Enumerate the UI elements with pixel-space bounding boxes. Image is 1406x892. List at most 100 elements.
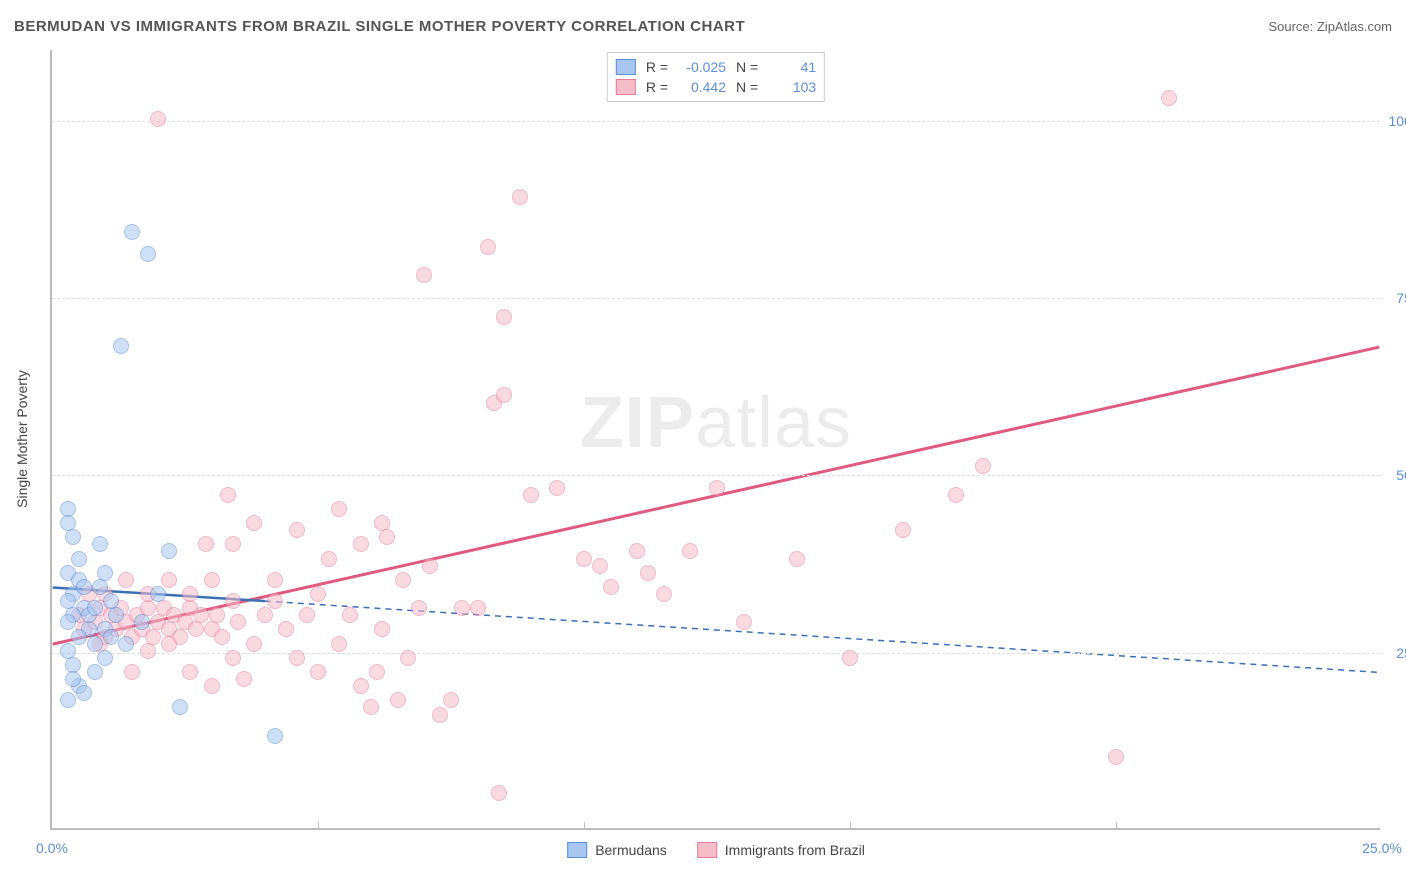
data-point <box>390 692 406 708</box>
data-point <box>603 579 619 595</box>
data-point <box>640 565 656 581</box>
data-point <box>124 224 140 240</box>
data-point <box>198 536 214 552</box>
data-point <box>220 487 236 503</box>
data-point <box>379 529 395 545</box>
data-point <box>523 487 539 503</box>
data-point <box>124 664 140 680</box>
data-point <box>842 650 858 666</box>
data-point <box>150 586 166 602</box>
data-point <box>496 387 512 403</box>
data-point <box>65 529 81 545</box>
data-point <box>161 636 177 652</box>
data-point <box>140 246 156 262</box>
data-point <box>140 643 156 659</box>
stats-row-bermudans: R = -0.025 N = 41 <box>616 57 816 77</box>
data-point <box>225 536 241 552</box>
data-point <box>353 536 369 552</box>
data-point <box>353 678 369 694</box>
data-point <box>975 458 991 474</box>
gridline-h <box>52 298 1380 299</box>
data-point <box>374 621 390 637</box>
data-point <box>60 692 76 708</box>
source-attribution: Source: ZipAtlas.com <box>1268 19 1392 34</box>
data-point <box>87 664 103 680</box>
data-point <box>161 543 177 559</box>
data-point <box>161 572 177 588</box>
gridline-v <box>1116 822 1117 830</box>
data-point <box>172 699 188 715</box>
data-point <box>193 607 209 623</box>
gridline-h <box>52 653 1380 654</box>
bottom-legend: Bermudans Immigrants from Brazil <box>567 842 865 858</box>
data-point <box>214 629 230 645</box>
data-point <box>225 650 241 666</box>
r-label: R = <box>646 79 668 95</box>
xtick-label: 25.0% <box>1362 840 1402 856</box>
swatch-bermudans <box>616 59 636 75</box>
stats-legend: R = -0.025 N = 41 R = 0.442 N = 103 <box>607 52 825 102</box>
data-point <box>236 671 252 687</box>
n-value-brazil: 103 <box>768 79 816 95</box>
watermark: ZIPatlas <box>580 382 852 464</box>
data-point <box>182 586 198 602</box>
ytick-label: 50.0% <box>1386 467 1406 483</box>
data-point <box>71 551 87 567</box>
ytick-label: 100.0% <box>1386 113 1406 129</box>
data-point <box>150 111 166 127</box>
data-point <box>331 501 347 517</box>
data-point <box>267 728 283 744</box>
data-point <box>209 607 225 623</box>
legend-label-brazil: Immigrants from Brazil <box>725 842 865 858</box>
data-point <box>948 487 964 503</box>
data-point <box>299 607 315 623</box>
legend-item-bermudans: Bermudans <box>567 842 667 858</box>
data-point <box>87 636 103 652</box>
data-point <box>374 515 390 531</box>
data-point <box>103 629 119 645</box>
y-axis-label: Single Mother Poverty <box>14 370 30 508</box>
swatch-bermudans <box>567 842 587 858</box>
data-point <box>289 650 305 666</box>
data-point <box>278 621 294 637</box>
data-point <box>1161 90 1177 106</box>
data-point <box>257 607 273 623</box>
data-point <box>709 480 725 496</box>
r-value-brazil: 0.442 <box>678 79 726 95</box>
data-point <box>113 338 129 354</box>
data-point <box>76 579 92 595</box>
data-point <box>576 551 592 567</box>
data-point <box>60 614 76 630</box>
data-point <box>682 543 698 559</box>
chart-title: BERMUDAN VS IMMIGRANTS FROM BRAZIL SINGL… <box>14 18 745 35</box>
n-label: N = <box>736 79 758 95</box>
data-point <box>182 664 198 680</box>
data-point <box>363 699 379 715</box>
gridline-v <box>584 822 585 830</box>
data-point <box>230 614 246 630</box>
legend-label-bermudans: Bermudans <box>595 842 667 858</box>
data-point <box>331 636 347 652</box>
data-point <box>267 572 283 588</box>
n-label: N = <box>736 59 758 75</box>
data-point <box>289 522 305 538</box>
gridline-h <box>52 121 1380 122</box>
gridline-v <box>318 822 319 830</box>
data-point <box>65 671 81 687</box>
data-point <box>92 536 108 552</box>
data-point <box>1108 749 1124 765</box>
legend-item-brazil: Immigrants from Brazil <box>697 842 865 858</box>
swatch-brazil <box>697 842 717 858</box>
data-point <box>422 558 438 574</box>
data-point <box>470 600 486 616</box>
r-label: R = <box>646 59 668 75</box>
data-point <box>97 565 113 581</box>
data-point <box>491 785 507 801</box>
data-point <box>342 607 358 623</box>
xtick-label: 0.0% <box>36 840 68 856</box>
data-point <box>76 685 92 701</box>
data-point <box>400 650 416 666</box>
data-point <box>118 636 134 652</box>
data-point <box>188 621 204 637</box>
gridline-v <box>850 822 851 830</box>
